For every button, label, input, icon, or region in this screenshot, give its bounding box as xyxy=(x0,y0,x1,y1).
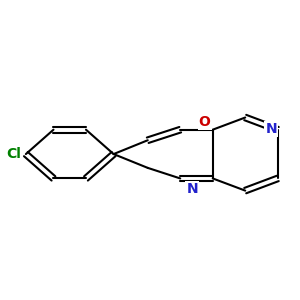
Text: N: N xyxy=(187,182,198,197)
Text: Cl: Cl xyxy=(6,147,21,161)
Text: N: N xyxy=(266,122,277,136)
Text: O: O xyxy=(199,115,211,129)
